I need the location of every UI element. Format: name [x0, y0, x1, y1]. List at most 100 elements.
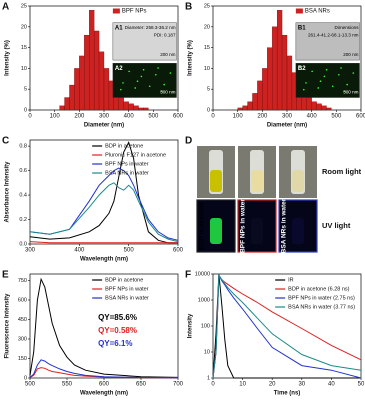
x-axis-title: Diameter (nm): [267, 123, 307, 129]
x-tick-label: 500: [331, 114, 342, 120]
bar: [281, 34, 288, 111]
legend-label: Pluronic F127 in acetone: [105, 152, 166, 158]
bar: [123, 101, 129, 111]
annotation: QY=6.1%: [98, 339, 132, 348]
fluorescent-dot: [116, 65, 118, 68]
bar: [237, 107, 243, 111]
y-tick-label: 0.0: [19, 241, 27, 247]
series-line: [29, 359, 179, 379]
x-axis-title: Diameter (nm): [84, 123, 124, 129]
vial-liquid: [210, 170, 222, 192]
bar: [286, 55, 293, 111]
y-tick-label: 10: [204, 66, 210, 72]
legend-label: BPF NPs in water: [105, 286, 149, 292]
y-tick-label: 20: [204, 24, 210, 30]
bar: [242, 105, 248, 111]
x-axis-title: Wavelength (nm): [80, 257, 128, 263]
legend-label: BDP in acetone (6.28 ns): [288, 286, 350, 292]
fluorescent-dot: [305, 82, 307, 84]
bar: [89, 10, 95, 111]
x-tick-label: 0: [211, 114, 215, 120]
series-line: [29, 167, 179, 241]
y-axis-title: Intensity (%): [188, 40, 194, 76]
x-tick-label: 500: [148, 114, 159, 120]
series-line: [29, 182, 179, 243]
fluorescent-dot: [119, 88, 122, 91]
x-tick-label: 40: [328, 382, 335, 388]
legend-label: IR: [288, 277, 294, 283]
legend-label: BPF NPs in water (2.75 ns): [288, 295, 355, 301]
y-tick-label: 0.6: [19, 168, 27, 174]
x-tick-label: 10: [239, 382, 246, 388]
fluorescent-dot: [325, 68, 328, 71]
fluorescent-dot: [142, 68, 145, 71]
fluorescent-dot: [136, 80, 139, 83]
annotation: 200 nm: [343, 52, 358, 57]
bar: [118, 97, 124, 111]
bar: [306, 97, 312, 111]
legend-label: BDP in acetone: [105, 143, 143, 149]
fluorescent-dot: [169, 72, 172, 74]
legend-label: BSA NRs: [305, 9, 330, 15]
panel-label: B: [185, 2, 192, 13]
sample-label: BDP in acetone: [199, 202, 206, 250]
bar: [316, 103, 322, 111]
annotation: QY=0.58%: [98, 326, 137, 335]
fluorescent-dot: [340, 67, 342, 69]
series-line: [212, 273, 362, 379]
y-tick-label: 5: [24, 87, 27, 93]
x-tick-label: 600: [99, 382, 110, 388]
inset-image-1: [112, 22, 177, 61]
fluorescent-dot: [352, 72, 355, 74]
legend-swatch: [295, 8, 303, 14]
fluorescent-dot: [346, 83, 348, 86]
bar: [326, 107, 332, 111]
x-tick-label: 500: [124, 248, 135, 254]
bar: [143, 107, 149, 111]
bar: [69, 84, 75, 111]
panel-label: E: [2, 270, 9, 281]
bar: [98, 51, 105, 111]
fluorescent-dot: [323, 75, 326, 78]
y-tick-label: 25: [204, 3, 210, 9]
bar: [103, 68, 110, 111]
bar: [138, 107, 144, 111]
x-tick-label: 100: [233, 114, 244, 120]
y-axis-title: Intensity: [188, 313, 194, 338]
fluorescent-dot: [299, 65, 301, 68]
y-tick-label: 0.8: [19, 144, 27, 150]
panel-label: F: [185, 270, 191, 281]
bar: [252, 93, 258, 111]
vial-glow: [210, 218, 222, 244]
bar: [311, 101, 317, 111]
y-axis-title: Fluorescence Intensity: [5, 293, 11, 359]
fluorescent-dot: [331, 85, 334, 88]
panel-label: A: [2, 2, 9, 13]
legend-label: BSA NRs in water: [105, 295, 149, 301]
x-tick-label: 0: [28, 114, 32, 120]
y-tick-label: 15: [204, 45, 210, 51]
vial-liquid: [292, 170, 304, 192]
fluorescent-dot: [140, 75, 143, 78]
x-tick-label: 600: [356, 114, 365, 120]
bar: [64, 97, 70, 111]
legend-label: BSA NRs in water (3.77 ns): [288, 304, 355, 310]
y-tick-label: 1: [207, 375, 210, 381]
bar: [84, 34, 90, 111]
x-tick-label: 200: [74, 114, 85, 120]
panel-label: C: [2, 136, 9, 147]
x-tick-label: 400: [307, 114, 318, 120]
annotation: A2: [115, 66, 123, 72]
y-axis-title: Absorbance Intensity: [5, 161, 11, 223]
y-tick-label: 450: [18, 317, 27, 323]
condition-label: Room light: [322, 167, 362, 176]
y-tick-label: 10: [204, 349, 210, 355]
fluorescent-dot: [128, 70, 130, 73]
annotation: 500 nm: [343, 90, 358, 95]
inset-image-2: [295, 63, 360, 98]
x-tick-label: 50: [358, 382, 365, 388]
fluorescent-dot: [317, 87, 320, 89]
y-tick-label: 0.2: [19, 217, 27, 223]
legend-swatch: [112, 8, 120, 14]
x-tick-label: 200: [257, 114, 268, 120]
